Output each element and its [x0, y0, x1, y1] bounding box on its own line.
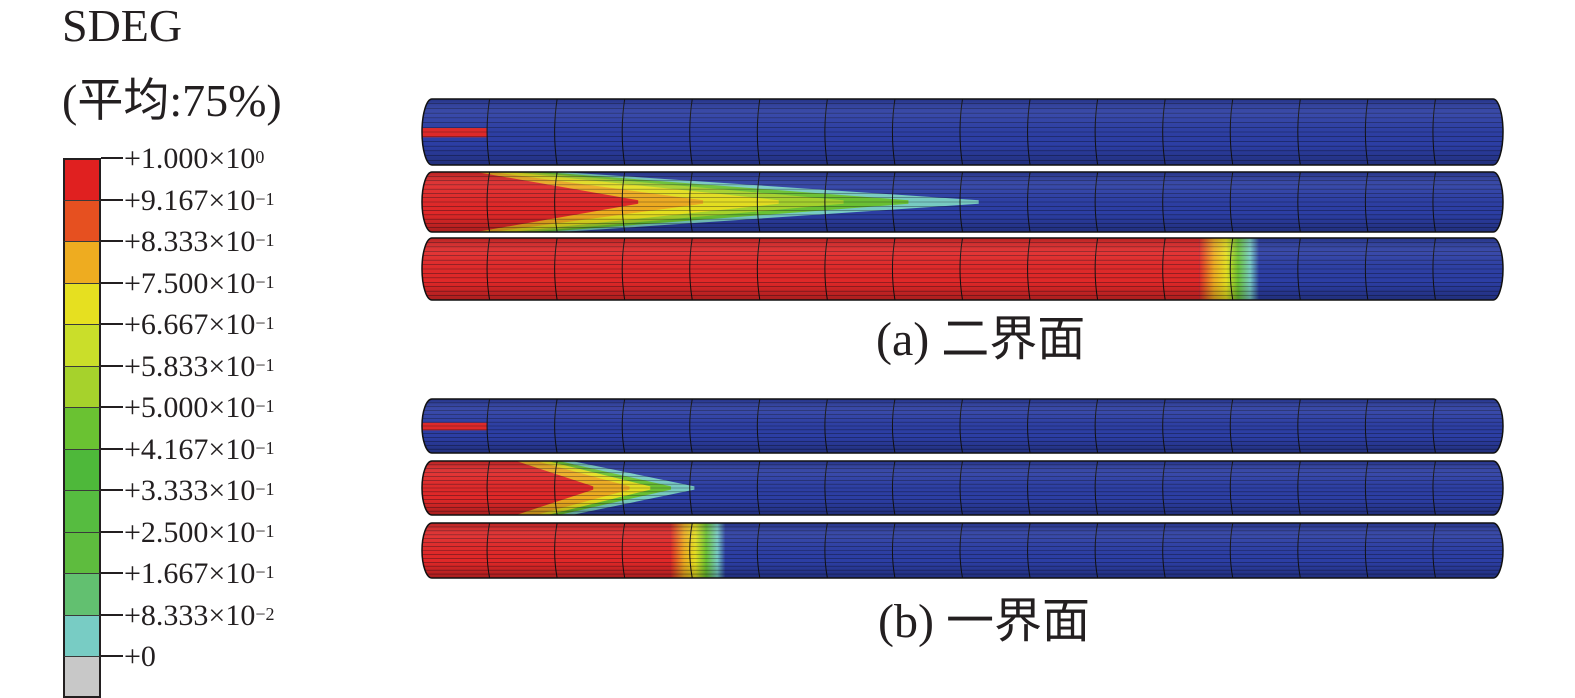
colorbar-tick [101, 613, 123, 616]
colorbar-tick [101, 323, 123, 325]
colorbar-tick [101, 572, 123, 574]
colorbar-tick-label: +0 [124, 640, 156, 673]
colorbar-tick-label: +8.333×10−1 [124, 225, 275, 258]
rod [421, 171, 1504, 233]
colorbar-segment [63, 573, 101, 615]
colorbar-tick-label: +1.000×100 [124, 142, 265, 175]
caption-b: (b) 一界面 [878, 595, 1090, 648]
rod [421, 460, 1504, 516]
legend-subtitle: (平均:75%) [62, 75, 282, 126]
colorbar-tick-label: +2.500×10−1 [124, 515, 275, 549]
colorbar-segment [63, 199, 101, 241]
colorbar-tick-label: +4.167×10−1 [124, 432, 275, 466]
colorbar-tick-label: +6.667×10−1 [124, 308, 275, 341]
colorbar-segment [63, 531, 101, 573]
colorbar-segment [63, 241, 101, 283]
colorbar-tick-label: +9.167×10−1 [124, 183, 275, 217]
colorbar-tick [101, 406, 123, 408]
damage-contour-figure [421, 98, 1504, 579]
rod [421, 98, 1504, 166]
colorbar-segment [63, 614, 101, 656]
colorbar [63, 158, 101, 698]
rod [421, 398, 1504, 454]
colorbar-tick [101, 198, 123, 201]
colorbar-tick-label: +8.333×10−2 [124, 598, 275, 632]
colorbar-tick-label: +5.000×10−1 [124, 391, 275, 424]
legend-title: SDEG [62, 0, 183, 51]
colorbar-tick-label: +1.667×10−1 [124, 557, 275, 590]
colorbar-tick [101, 364, 123, 367]
colorbar-tick [101, 447, 123, 450]
colorbar-tick-label: +5.833×10−1 [124, 349, 275, 383]
colorbar-segment [63, 158, 101, 200]
colorbar-tick [101, 157, 123, 159]
colorbar-tick [101, 240, 123, 242]
colorbar-tick [101, 655, 123, 657]
colorbar-tick-label: +7.500×10−1 [124, 266, 275, 300]
colorbar-tick [101, 281, 123, 284]
colorbar-segment [63, 282, 101, 324]
colorbar-segment [63, 490, 101, 532]
colorbar-tick [101, 530, 123, 533]
colorbar-tick [101, 489, 123, 491]
caption-a: (a) 二界面 [876, 313, 1086, 366]
rod [421, 237, 1504, 301]
colorbar-segment [63, 448, 101, 490]
colorbar-segment [63, 365, 101, 407]
colorbar-segment [63, 324, 101, 366]
rod [421, 522, 1504, 579]
colorbar-tick-label: +3.333×10−1 [124, 474, 275, 507]
colorbar-segment [63, 407, 101, 449]
